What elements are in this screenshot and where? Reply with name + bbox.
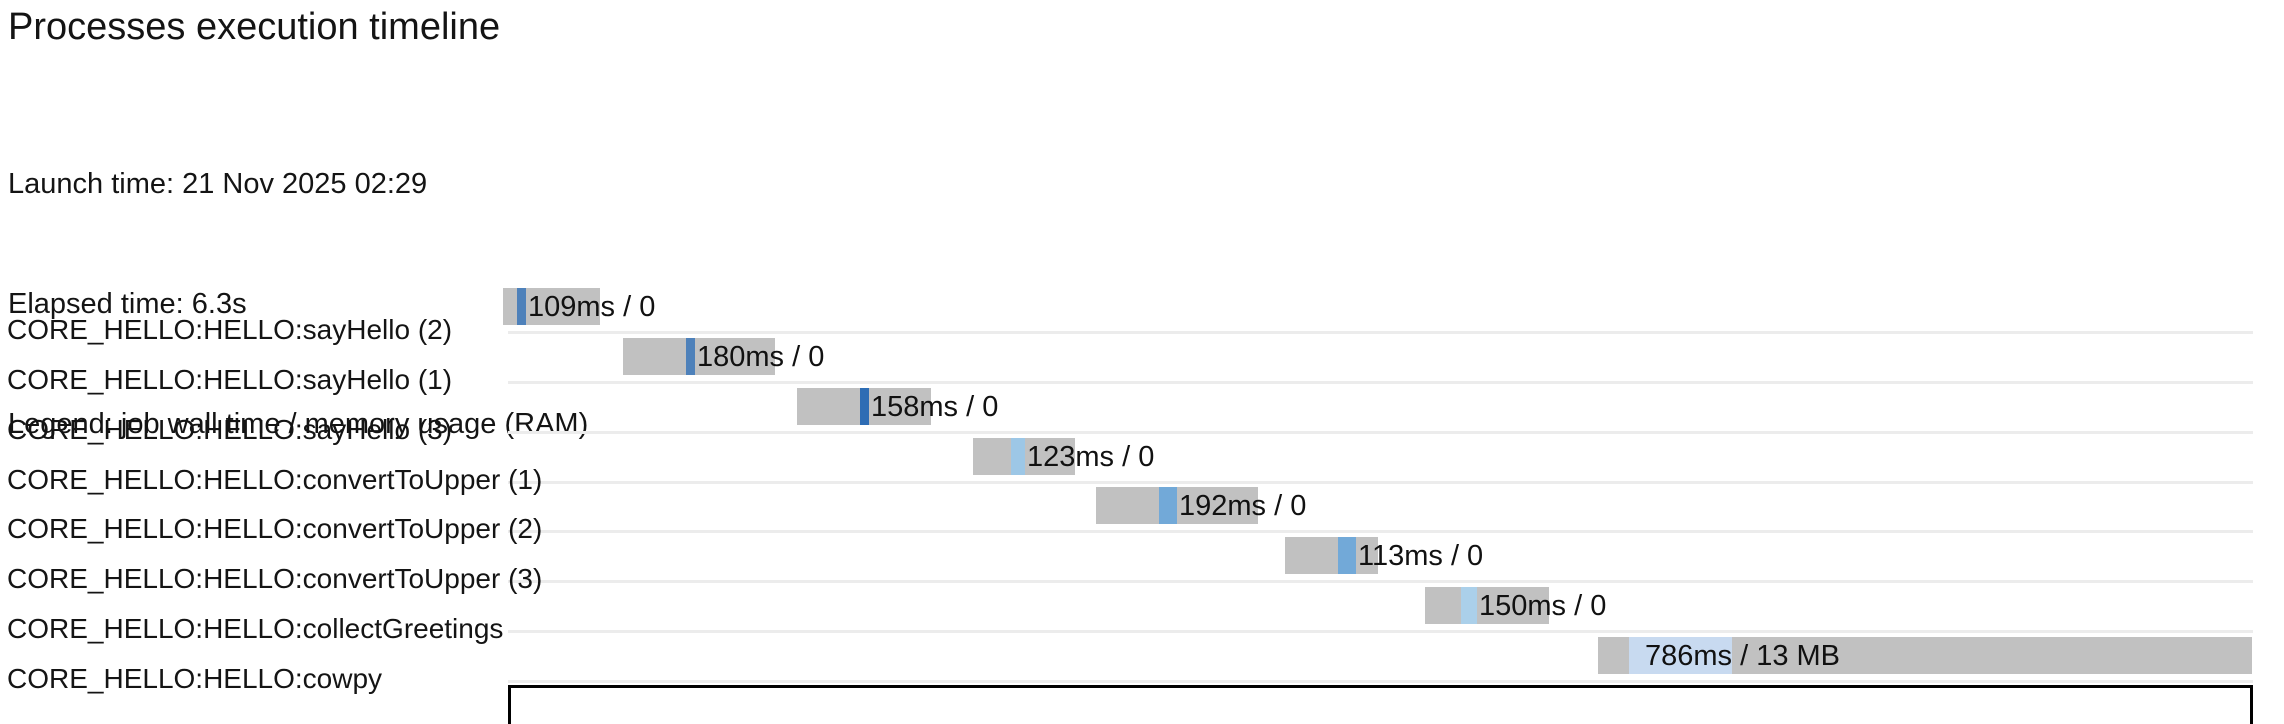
timeline-row: CORE_HELLO:HELLO:sayHello (1) 180ms / 0 <box>0 338 2284 395</box>
task-bar[interactable] <box>503 288 600 325</box>
task-bar[interactable] <box>797 388 931 425</box>
timeline-row: CORE_HELLO:HELLO:collectGreetings 150ms … <box>0 587 2284 644</box>
process-label: CORE_HELLO:HELLO:cowpy <box>7 663 383 694</box>
legend-line: Legend: job wall time / memory usage (RA… <box>8 408 589 440</box>
row-separator <box>508 381 2253 384</box>
row-separator <box>508 331 2253 334</box>
task-bar[interactable] <box>1285 537 1378 574</box>
row-separator <box>508 431 2253 434</box>
task-duration-label: 113ms / 0 <box>1358 540 1484 572</box>
task-bar[interactable] <box>623 338 775 375</box>
process-label: CORE_HELLO:HELLO:sayHello (2) <box>7 314 453 345</box>
process-label: CORE_HELLO:HELLO:collectGreetings <box>7 613 504 644</box>
timeline-row: CORE_HELLO:HELLO:sayHello (3) 158ms / 0 <box>0 388 2284 445</box>
timeline-row: CORE_HELLO:HELLO:convertToUpper (1) 123m… <box>0 438 2284 495</box>
timeline-row: CORE_HELLO:HELLO:sayHello (2) 109ms / 0 <box>0 288 2284 345</box>
task-bar[interactable] <box>1096 487 1258 524</box>
row-separator <box>508 530 2253 533</box>
elapsed-time-line: Elapsed time: 6.3s <box>8 288 247 320</box>
task-duration-label: 123ms / 0 <box>1027 441 1155 473</box>
timeline-row: CORE_HELLO:HELLO:cowpy 786ms / 13 MB <box>0 637 2284 694</box>
task-duration-label: 786ms / 13 MB <box>1645 640 1841 672</box>
process-label: CORE_HELLO:HELLO:sayHello (1) <box>7 364 453 395</box>
task-run-segment <box>1159 487 1177 524</box>
row-separator <box>508 481 2253 484</box>
task-run-segment <box>1629 637 1732 674</box>
axis-box <box>508 685 2253 724</box>
process-label: CORE_HELLO:HELLO:convertToUpper (3) <box>7 563 543 594</box>
report-meta: Launch time: 21 Nov 2025 02:29 Elapsed t… <box>8 84 588 524</box>
task-run-segment <box>686 338 695 375</box>
launch-time-line: Launch time: 21 Nov 2025 02:29 <box>8 168 428 200</box>
task-run-segment <box>1338 537 1356 574</box>
page-title: Processes execution timeline <box>8 6 501 48</box>
process-label: CORE_HELLO:HELLO:sayHello (3) <box>7 414 453 445</box>
row-separator <box>508 630 2253 633</box>
task-run-segment <box>860 388 869 425</box>
row-separator <box>508 580 2253 583</box>
task-duration-label: 109ms / 0 <box>528 291 656 323</box>
process-label: CORE_HELLO:HELLO:convertToUpper (2) <box>7 513 543 544</box>
task-duration-label: 158ms / 0 <box>871 391 999 423</box>
task-run-segment <box>1461 587 1477 624</box>
task-bar[interactable] <box>973 438 1075 475</box>
task-duration-label: 192ms / 0 <box>1179 490 1307 522</box>
task-duration-label: 180ms / 0 <box>697 341 825 373</box>
task-duration-label: 150ms / 0 <box>1479 590 1607 622</box>
process-label: CORE_HELLO:HELLO:convertToUpper (1) <box>7 464 543 495</box>
row-separator <box>508 680 2253 683</box>
task-run-segment <box>1011 438 1025 475</box>
task-run-segment <box>517 288 526 325</box>
task-bar[interactable] <box>1598 637 2252 674</box>
task-bar[interactable] <box>1425 587 1549 624</box>
timeline-row: CORE_HELLO:HELLO:convertToUpper (2) 192m… <box>0 487 2284 544</box>
timeline-row: CORE_HELLO:HELLO:convertToUpper (3) 113m… <box>0 537 2284 594</box>
